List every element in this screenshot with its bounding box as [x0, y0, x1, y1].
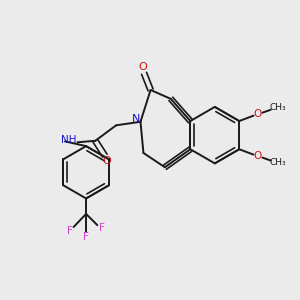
Text: N: N: [131, 114, 140, 124]
Text: O: O: [139, 62, 148, 72]
Text: F: F: [67, 226, 72, 236]
Text: CH₃: CH₃: [270, 158, 286, 167]
Text: F: F: [99, 223, 104, 232]
Text: F: F: [83, 232, 89, 242]
Text: CH₃: CH₃: [270, 103, 286, 112]
Text: O: O: [102, 156, 111, 166]
Text: O: O: [254, 151, 262, 161]
Text: O: O: [254, 109, 262, 119]
Text: NH: NH: [61, 136, 77, 146]
